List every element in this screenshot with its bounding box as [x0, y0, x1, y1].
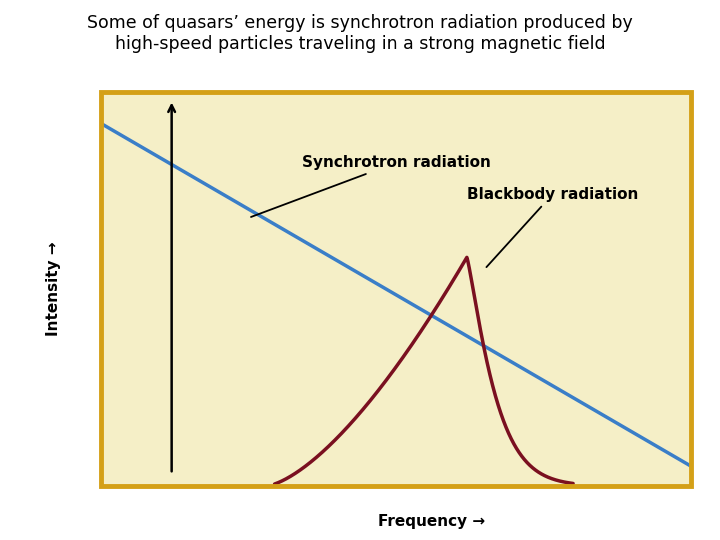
Text: Intensity →: Intensity →	[46, 241, 61, 336]
Text: Synchrotron radiation: Synchrotron radiation	[251, 156, 490, 217]
Text: Blackbody radiation: Blackbody radiation	[467, 187, 638, 267]
Text: high-speed particles traveling in a strong magnetic field: high-speed particles traveling in a stro…	[114, 35, 606, 53]
Text: Frequency →: Frequency →	[378, 514, 485, 529]
Text: Some of quasars’ energy is synchrotron radiation produced by: Some of quasars’ energy is synchrotron r…	[87, 14, 633, 31]
